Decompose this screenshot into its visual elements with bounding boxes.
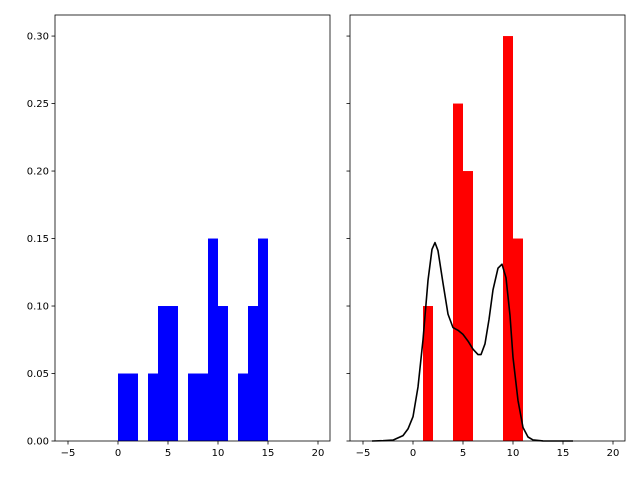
x-tick-label: 10 [507,448,520,459]
y-tick-label: 0.05 [27,369,49,380]
histogram-bar [128,373,138,441]
x-tick-label: −5 [356,448,371,459]
y-tick-label: 0.15 [27,234,49,245]
y-tick-label: 0.20 [27,167,49,178]
y-tick-label: 0.10 [27,302,49,313]
x-tick-label: 0 [410,448,416,459]
histogram-bar [258,238,268,441]
x-tick-label: 10 [212,448,225,459]
histogram-bar [503,36,513,441]
histogram-bar [248,306,258,441]
y-tick-label: 0.00 [27,437,49,448]
x-tick-label: −5 [61,448,76,459]
histogram-bar [148,373,158,441]
histogram-bar [423,306,433,441]
axes-frame [349,14,626,442]
x-tick-label: 15 [262,448,275,459]
histogram-bar [198,373,208,441]
x-tick-label: 0 [115,448,121,459]
x-tick-label: 5 [165,448,171,459]
histogram-bar [158,306,168,441]
left-axes: −5 0 5 10 15 20 0.00 0.05 0.10 0.15 0.20 0.25 0.30 [27,14,331,459]
histogram-bar [188,373,198,441]
x-tick-label: 5 [460,448,466,459]
x-tick-label: 20 [607,448,620,459]
y-tick-label: 0.25 [27,99,49,110]
histogram-bar [238,373,248,441]
histogram-bar [453,103,463,441]
histogram-bar [463,171,473,441]
right-axes: −5 0 5 10 15 20 [346,14,626,459]
axes-frame [54,14,331,442]
x-tick-label: 20 [312,448,325,459]
kde-line [371,241,573,442]
x-tick-label: 15 [557,448,570,459]
histogram-bar [513,238,523,441]
histogram-bar [118,373,128,441]
histogram-bar [208,238,218,441]
histogram-bar [218,306,228,441]
histogram-bar [168,306,178,441]
y-tick-label: 0.30 [27,32,49,43]
